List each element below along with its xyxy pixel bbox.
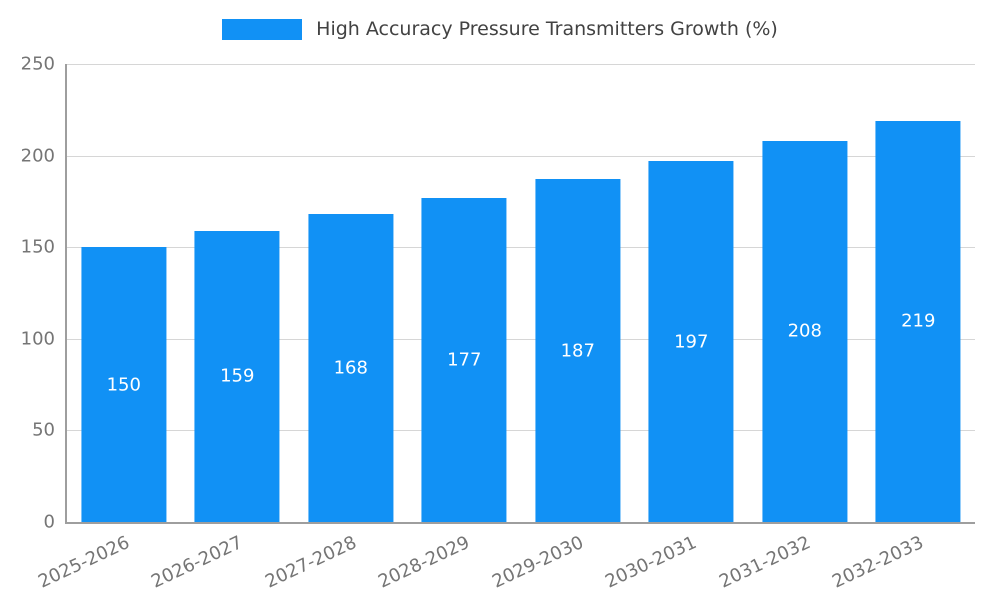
bar-2030-2031: 197 xyxy=(648,161,734,522)
bar-2026-2027: 159 xyxy=(194,230,280,522)
x-axis-tick-label: 2032-2033 xyxy=(829,532,928,593)
gridline xyxy=(67,430,975,432)
bar-slot: 150 xyxy=(67,64,181,522)
bar-value-label: 150 xyxy=(106,374,141,396)
bar-slot: 208 xyxy=(748,64,862,522)
bar-value-label: 187 xyxy=(560,340,595,362)
bar-2027-2028: 168 xyxy=(308,214,394,522)
y-axis-tick-label: 250 xyxy=(20,53,55,75)
bar-value-label: 168 xyxy=(333,357,368,379)
y-axis-tick-label: 100 xyxy=(20,328,55,350)
legend-label: High Accuracy Pressure Transmitters Grow… xyxy=(316,18,778,40)
gridline xyxy=(67,155,975,157)
x-axis-tick-label: 2028-2029 xyxy=(375,532,474,593)
plot-area: 0 50 100 150 200 250 150 2025-2026 159 2026-2027 1… xyxy=(21,54,976,593)
y-axis-tick-label: 200 xyxy=(20,145,55,167)
legend-swatch xyxy=(222,18,303,40)
y-axis-tick-label: 150 xyxy=(20,236,55,258)
y-axis-tick-label: 0 xyxy=(43,511,55,533)
bar-value-label: 219 xyxy=(901,310,936,332)
gridline xyxy=(67,338,975,340)
bar-2031-2032: 208 xyxy=(762,140,848,522)
x-axis-tick-label: 2025-2026 xyxy=(34,532,133,593)
gridline xyxy=(67,247,975,249)
bar-slot: 219 xyxy=(862,64,976,522)
bar-slot: 168 xyxy=(294,64,408,522)
bar-slot: 197 xyxy=(635,64,749,522)
bar-slot: 187 xyxy=(521,64,635,522)
x-axis-tick-label: 2026-2027 xyxy=(148,532,247,593)
chart-legend[interactable]: High Accuracy Pressure Transmitters Grow… xyxy=(0,18,1000,40)
bar-2029-2030: 187 xyxy=(535,179,621,522)
bar-2025-2026: 150 xyxy=(81,247,167,522)
bar-2028-2029: 177 xyxy=(421,197,507,522)
x-axis-tick-label: 2029-2030 xyxy=(488,532,587,593)
bar-slot: 177 xyxy=(408,64,522,522)
bar-value-label: 177 xyxy=(447,349,482,371)
bar-value-label: 208 xyxy=(787,320,822,342)
bar-2032-2033: 219 xyxy=(875,120,961,522)
gridline xyxy=(67,64,975,65)
x-axis-tick-label: 2030-2031 xyxy=(602,532,701,593)
bar-value-label: 159 xyxy=(220,365,255,387)
x-axis-tick-label: 2027-2028 xyxy=(261,532,360,593)
bar-value-label: 197 xyxy=(674,331,709,353)
x-axis-tick-label: 2031-2032 xyxy=(715,532,814,593)
bar-slot: 159 xyxy=(181,64,295,522)
y-axis-tick-label: 50 xyxy=(32,419,55,441)
